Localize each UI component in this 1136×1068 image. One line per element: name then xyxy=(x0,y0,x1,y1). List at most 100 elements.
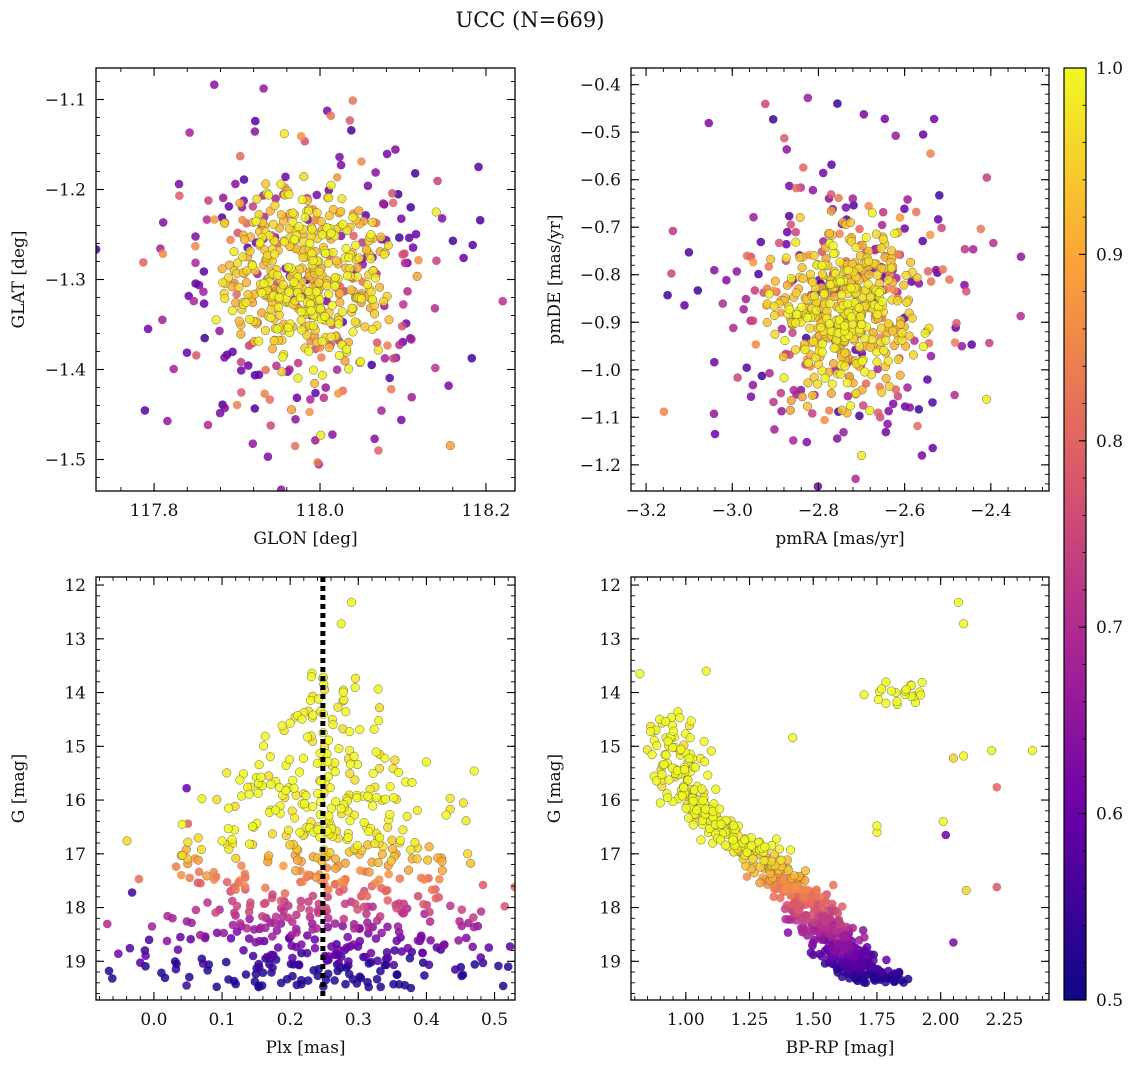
data-point xyxy=(334,319,344,329)
y-tick-label: −1.2 xyxy=(580,456,621,476)
data-point xyxy=(859,690,869,700)
data-point xyxy=(296,131,306,141)
y-tick-label: 14 xyxy=(64,684,86,704)
data-point xyxy=(295,767,305,777)
data-point xyxy=(327,300,337,310)
data-point xyxy=(863,279,873,289)
data-point xyxy=(362,909,371,919)
data-point xyxy=(233,258,243,268)
data-point xyxy=(266,312,276,323)
data-point xyxy=(367,217,377,227)
data-point xyxy=(307,224,317,234)
data-point xyxy=(408,243,418,252)
data-point xyxy=(398,250,407,259)
data-point xyxy=(837,290,847,300)
data-point xyxy=(261,179,271,189)
x-tick-label: 0.4 xyxy=(413,1010,440,1030)
data-point xyxy=(892,697,902,707)
x-tick-label: 118.2 xyxy=(462,501,511,521)
data-point xyxy=(306,672,316,682)
data-point xyxy=(635,669,645,679)
data-point xyxy=(341,707,351,717)
data-point xyxy=(494,961,503,971)
data-point xyxy=(667,269,676,278)
bprp-g-axes: 1.00 1.25 1.50 1.75 2.00 2.25 12 13 14 15 16 17 18 19 xyxy=(599,576,1049,1030)
data-point xyxy=(880,114,890,124)
data-point xyxy=(377,849,387,859)
data-point xyxy=(366,230,376,240)
x-tick-label: 0.1 xyxy=(209,1010,236,1030)
data-point xyxy=(404,233,414,243)
data-point xyxy=(219,928,228,938)
x-tick-label: 1.50 xyxy=(794,1010,832,1030)
data-point xyxy=(269,336,279,346)
data-point xyxy=(270,249,280,259)
data-point xyxy=(888,399,898,409)
data-point xyxy=(175,191,184,200)
data-point xyxy=(280,889,290,898)
data-point xyxy=(431,207,441,217)
data-point xyxy=(240,882,250,891)
data-point xyxy=(308,710,318,720)
plx-g-points xyxy=(103,597,515,993)
data-point xyxy=(336,207,346,217)
data-point xyxy=(385,782,395,792)
data-point xyxy=(799,892,809,902)
data-point xyxy=(760,842,770,852)
data-point xyxy=(227,306,237,316)
data-point xyxy=(771,834,781,844)
data-point xyxy=(239,175,249,184)
data-point xyxy=(299,172,309,182)
data-point xyxy=(425,907,434,917)
data-point xyxy=(985,338,994,348)
data-point xyxy=(267,893,277,903)
x-tick-label: 117.8 xyxy=(130,501,179,521)
x-axis-label: GLON [deg] xyxy=(253,529,357,549)
data-point xyxy=(312,190,322,200)
data-point xyxy=(345,769,355,779)
data-point xyxy=(114,949,123,958)
data-point xyxy=(387,844,398,854)
data-point xyxy=(883,319,893,329)
data-point xyxy=(337,307,347,317)
data-point xyxy=(838,902,847,911)
data-point xyxy=(332,256,342,266)
data-point xyxy=(298,877,307,886)
y-tick-label: −0.4 xyxy=(580,76,621,96)
data-point xyxy=(254,760,264,770)
data-point xyxy=(828,249,839,259)
data-point xyxy=(466,858,476,868)
data-point xyxy=(388,189,397,198)
data-point xyxy=(864,269,874,280)
data-point xyxy=(328,430,337,439)
data-point xyxy=(420,971,429,980)
data-point xyxy=(659,407,669,417)
data-point xyxy=(209,867,219,877)
data-point xyxy=(784,304,794,314)
data-point xyxy=(873,695,883,705)
data-point xyxy=(769,310,780,320)
data-point xyxy=(196,844,206,855)
data-point xyxy=(174,179,184,189)
data-point xyxy=(399,300,408,309)
data-point xyxy=(334,744,344,754)
data-point xyxy=(186,934,195,944)
data-point xyxy=(430,304,440,313)
data-point xyxy=(968,245,978,254)
data-point xyxy=(701,666,711,676)
data-point xyxy=(260,731,270,741)
data-point xyxy=(699,736,709,746)
data-point xyxy=(134,874,144,884)
data-point xyxy=(191,258,200,268)
data-point xyxy=(883,284,892,293)
data-point xyxy=(776,855,786,865)
data-point xyxy=(889,286,899,295)
data-point xyxy=(330,767,340,777)
data-point xyxy=(864,201,873,211)
data-point xyxy=(398,825,408,835)
data-point xyxy=(317,230,327,240)
colorbar-tick-label: 0.7 xyxy=(1096,618,1123,638)
data-point xyxy=(835,229,844,239)
data-point xyxy=(343,932,353,942)
data-point xyxy=(103,919,112,929)
